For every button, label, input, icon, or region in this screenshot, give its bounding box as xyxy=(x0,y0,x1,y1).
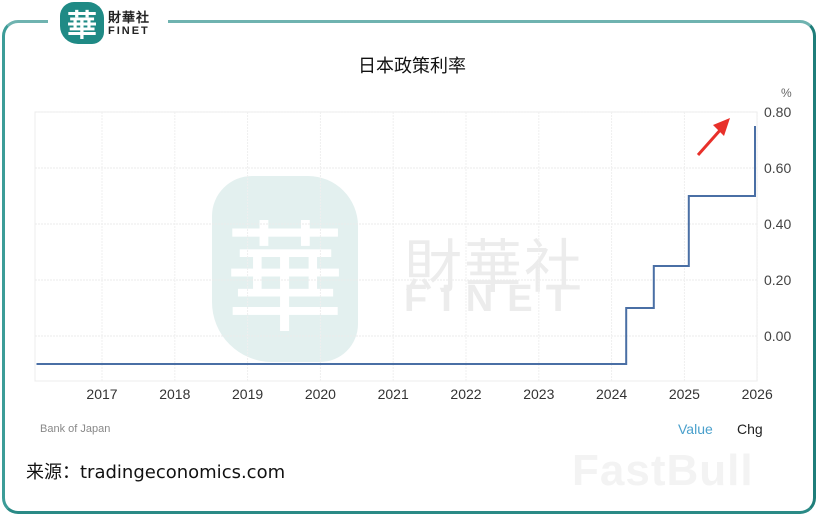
y-tick-label: 0.60 xyxy=(764,160,791,176)
finet-logo-icon: 華 xyxy=(60,2,104,44)
x-tick-label: 2026 xyxy=(742,386,773,402)
x-tick-label: 2020 xyxy=(305,386,336,402)
x-tick-label: 2019 xyxy=(232,386,263,402)
chart-title: 日本政策利率 xyxy=(358,56,466,77)
x-tick-label: 2023 xyxy=(523,386,554,402)
brand-name: 財華社 FINET xyxy=(108,11,150,37)
x-tick-label: 2021 xyxy=(378,386,409,402)
grid xyxy=(34,111,758,382)
policy-rate-line[interactable] xyxy=(36,126,756,365)
tab-value[interactable]: Value xyxy=(678,421,713,437)
outer-frame xyxy=(2,20,816,514)
brand-name-cn: 財華社 xyxy=(108,10,151,25)
x-tick-label: 2017 xyxy=(86,386,117,402)
tab-chg[interactable]: Chg xyxy=(737,421,763,437)
y-tick-label: 0.00 xyxy=(764,328,791,344)
y-unit-label: % xyxy=(781,86,792,100)
source-text: 来源：tradingeconomics.com xyxy=(26,462,286,483)
y-tick-label: 0.80 xyxy=(764,104,791,120)
x-tick-label: 2022 xyxy=(450,386,481,402)
x-tick-label: 2024 xyxy=(596,386,627,402)
y-tick-label: 0.20 xyxy=(764,272,791,288)
red-arrow-icon xyxy=(696,118,730,156)
y-axis-ticks: 0.80 0.60 0.40 0.20 0.00 xyxy=(764,104,791,344)
x-tick-label: 2018 xyxy=(159,386,190,402)
x-axis-ticks: 2017 2018 2019 2020 2021 2022 2023 2024 2025 2026 xyxy=(86,386,773,402)
x-tick-label: 2025 xyxy=(669,386,700,402)
brand-name-en: FINET xyxy=(108,25,150,37)
chart-source-label: Bank of Japan xyxy=(40,423,111,435)
y-tick-label: 0.40 xyxy=(764,216,791,232)
